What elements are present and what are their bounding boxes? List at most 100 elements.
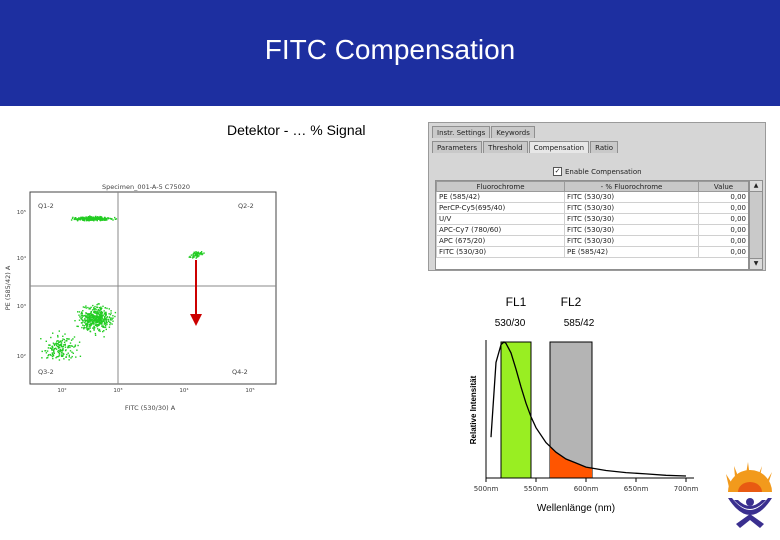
event-dot <box>104 307 106 309</box>
event-dot <box>71 217 74 220</box>
event-dot <box>87 327 89 330</box>
minus-fluorochrome-cell: FITC (530/30) <box>564 202 699 214</box>
tab-instr-settings[interactable]: Instr. Settings <box>432 126 491 138</box>
column-header-minus-fluorochrome[interactable]: - % Fluorochrome <box>564 181 699 192</box>
event-dot <box>89 321 91 323</box>
event-dot <box>105 219 107 221</box>
event-dot <box>111 318 113 320</box>
event-dot <box>85 316 87 318</box>
event-dot <box>53 344 56 347</box>
event-dot <box>96 321 98 323</box>
table-row[interactable]: U/V FITC (530/30) 0,00 <box>436 213 748 225</box>
event-dot <box>83 218 85 220</box>
scroll-down-icon[interactable]: ▼ <box>750 258 762 269</box>
event-dot <box>103 323 105 325</box>
table-row[interactable]: FITC (530/30) PE (585/42) 0,00 <box>436 246 748 258</box>
event-dot <box>62 345 65 348</box>
event-dot <box>96 219 98 222</box>
institution-logo <box>726 462 772 528</box>
event-dot <box>197 252 200 255</box>
event-dot <box>87 317 89 319</box>
table-row[interactable]: PE (585/42) FITC (530/30) 0,00 <box>436 191 748 203</box>
event-dot <box>51 347 53 350</box>
event-dot <box>48 344 51 346</box>
table-scrollbar[interactable]: ▲ ▼ <box>749 180 763 270</box>
event-dot <box>60 354 63 356</box>
table-row[interactable]: PerCP-Cy5(695/40) FITC (530/30) 0,00 <box>436 202 748 214</box>
event-dot <box>85 312 87 314</box>
event-dot <box>101 218 103 221</box>
value-cell[interactable]: 0,00 <box>698 202 748 214</box>
value-cell[interactable]: 0,00 <box>698 224 748 236</box>
event-dot <box>58 354 61 356</box>
event-dot <box>93 311 95 313</box>
x-tick-label: 10² <box>57 387 66 394</box>
event-dot <box>107 217 109 219</box>
event-dot <box>95 317 98 320</box>
event-dot <box>57 350 59 352</box>
event-dot <box>91 315 93 317</box>
event-dot <box>196 256 198 258</box>
table-row[interactable]: APC-Cy7 (780/60) FITC (530/30) 0,00 <box>436 224 748 236</box>
event-dot <box>84 320 86 323</box>
event-dot <box>53 351 55 353</box>
event-dot <box>98 322 101 324</box>
event-dot <box>52 353 54 356</box>
event-dot <box>198 255 200 257</box>
filter-band-fl1 <box>500 341 532 479</box>
event-dot <box>52 354 55 356</box>
column-header-value[interactable]: Value <box>698 181 748 192</box>
tab-parameters[interactable]: Parameters <box>432 141 483 153</box>
event-dot <box>80 313 82 315</box>
event-dot <box>58 344 60 346</box>
event-dot <box>195 253 197 256</box>
event-dot <box>100 314 103 316</box>
event-dot <box>110 310 112 312</box>
event-dot <box>90 312 92 315</box>
event-dot <box>101 322 103 324</box>
event-dot <box>196 253 198 256</box>
value-cell[interactable]: 0,00 <box>698 235 748 247</box>
event-dot <box>92 316 94 318</box>
event-dot <box>96 306 99 309</box>
tab-threshold[interactable]: Threshold <box>483 141 528 153</box>
event-dot <box>99 314 101 316</box>
event-dot <box>110 312 112 314</box>
event-dot <box>93 317 95 319</box>
event-dot <box>101 216 103 219</box>
event-dot <box>90 322 92 325</box>
column-header-fluorochrome[interactable]: Fluorochrome <box>436 181 565 192</box>
event-dot <box>89 217 91 219</box>
tab-keywords[interactable]: Keywords <box>491 126 535 138</box>
event-dot <box>73 218 75 221</box>
event-dot <box>104 321 106 323</box>
event-dot <box>193 255 195 257</box>
event-dot <box>109 217 111 220</box>
compensation-dialog: Instr. Settings Keywords Parameters Thre… <box>428 122 766 271</box>
enable-compensation[interactable]: ✓ Enable Compensation <box>553 167 642 176</box>
event-dot <box>77 344 79 347</box>
table-row[interactable]: APC (675/20) FITC (530/30) 0,00 <box>436 235 748 247</box>
value-cell[interactable]: 0,00 <box>698 246 748 258</box>
event-dot <box>94 317 97 319</box>
event-dot <box>102 217 104 220</box>
scroll-up-icon[interactable]: ▲ <box>750 181 762 192</box>
event-dot <box>86 319 89 321</box>
value-cell[interactable]: 0,00 <box>698 213 748 225</box>
event-dot <box>90 216 92 219</box>
event-dot <box>68 345 71 347</box>
tab-compensation[interactable]: Compensation <box>528 141 590 153</box>
enable-compensation-checkbox[interactable]: ✓ <box>553 167 562 176</box>
event-dot <box>98 328 101 331</box>
event-dot <box>98 313 100 315</box>
event-dot <box>87 320 90 322</box>
event-dot <box>76 325 78 327</box>
arrow-head-icon <box>190 314 202 326</box>
tab-ratio[interactable]: Ratio <box>590 141 619 153</box>
dot-plot-frame <box>29 191 277 385</box>
event-dot <box>63 341 66 343</box>
event-dot <box>92 314 94 316</box>
value-cell[interactable]: 0,00 <box>698 191 748 203</box>
x-axis-label: Wellenlänge (nm) <box>537 503 615 514</box>
event-dot <box>86 326 88 328</box>
